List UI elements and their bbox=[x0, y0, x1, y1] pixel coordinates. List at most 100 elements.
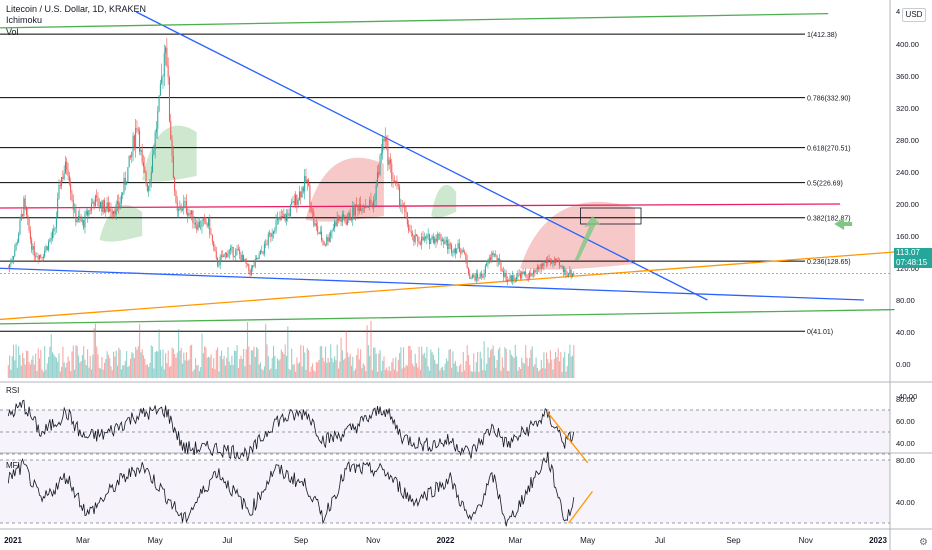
candle-body bbox=[109, 208, 111, 212]
volume-bar bbox=[267, 356, 269, 378]
volume-bar bbox=[510, 354, 512, 378]
volume-bar bbox=[193, 369, 195, 378]
candle-body bbox=[401, 204, 403, 207]
candle-body bbox=[376, 172, 378, 185]
candle-body bbox=[7, 268, 9, 269]
candle-body bbox=[165, 47, 167, 53]
candle-body bbox=[399, 186, 401, 206]
candle-body bbox=[457, 243, 459, 249]
volume-bar bbox=[201, 333, 203, 378]
fib-level-label: 0(41.01) bbox=[807, 329, 833, 336]
mfi-pane-label[interactable]: MFI bbox=[6, 461, 20, 470]
currency-button[interactable]: USD bbox=[902, 8, 926, 22]
candle-body bbox=[90, 203, 92, 211]
volume-bar bbox=[45, 369, 47, 378]
volume-bar bbox=[66, 362, 68, 378]
volume-bar bbox=[545, 352, 548, 378]
volume-bar bbox=[371, 370, 373, 378]
volume-bar bbox=[210, 354, 212, 378]
volume-bar bbox=[25, 350, 28, 378]
volume-bar bbox=[514, 344, 516, 378]
candle-body bbox=[274, 230, 276, 232]
trendline-orange bbox=[0, 251, 895, 321]
candle-body bbox=[19, 220, 21, 234]
rsi-pane-label[interactable]: RSI bbox=[6, 386, 20, 395]
volume-bar bbox=[475, 362, 477, 378]
volume-bar bbox=[428, 370, 431, 378]
candle-body bbox=[292, 201, 294, 202]
candle-body bbox=[482, 276, 484, 278]
candle-body bbox=[374, 199, 376, 201]
candle-body bbox=[118, 201, 120, 209]
volume-bar bbox=[419, 369, 421, 378]
candle-body bbox=[114, 211, 116, 215]
volume-bar bbox=[499, 347, 501, 378]
candle-body bbox=[159, 83, 161, 96]
candle-body bbox=[89, 210, 91, 211]
mfi-axis-label: 40.00 bbox=[896, 498, 915, 507]
candle-body bbox=[204, 218, 206, 220]
volume-bar bbox=[272, 345, 275, 378]
candle-body bbox=[518, 273, 520, 275]
volume-bar bbox=[553, 358, 555, 378]
candle-body bbox=[67, 170, 69, 176]
candle-body bbox=[155, 128, 157, 133]
candle-body bbox=[285, 214, 287, 221]
candle-body bbox=[408, 224, 410, 231]
candle-body bbox=[402, 205, 404, 207]
candle-body bbox=[315, 223, 317, 227]
volume-bar bbox=[324, 346, 327, 378]
volume-bar bbox=[436, 364, 438, 378]
candle-body bbox=[495, 253, 497, 256]
candle-body bbox=[20, 214, 22, 221]
volume-bar bbox=[10, 369, 12, 378]
volume-legend[interactable]: Vol bbox=[6, 27, 19, 37]
candle-body bbox=[266, 243, 268, 245]
volume-bar bbox=[246, 321, 249, 378]
volume-bar bbox=[94, 323, 96, 378]
volume-bar bbox=[464, 370, 466, 378]
candle-body bbox=[497, 258, 499, 262]
candle-body bbox=[106, 202, 108, 210]
candle-body bbox=[115, 203, 117, 215]
volume-bar bbox=[375, 353, 377, 378]
volume-bar bbox=[504, 347, 506, 378]
candle-body bbox=[258, 254, 260, 259]
volume-bar bbox=[439, 370, 441, 378]
volume-bar bbox=[443, 370, 445, 378]
trendline-green bbox=[0, 308, 895, 325]
candle-body bbox=[566, 275, 568, 277]
volume-bar bbox=[206, 357, 208, 378]
settings-gear-icon[interactable]: ⚙ bbox=[919, 537, 928, 548]
volume-bar bbox=[140, 352, 142, 378]
volume-bar bbox=[395, 357, 397, 378]
volume-bar bbox=[92, 354, 94, 378]
time-axis-label: Mar bbox=[76, 536, 90, 545]
ichimoku-cloud-red bbox=[520, 201, 636, 270]
candle-body bbox=[48, 241, 50, 250]
volume-bar bbox=[105, 359, 107, 378]
volume-bar bbox=[150, 345, 152, 378]
candle-body bbox=[523, 271, 525, 274]
volume-bar bbox=[353, 370, 355, 378]
candle-body bbox=[122, 192, 124, 195]
candle-body bbox=[431, 236, 433, 239]
candle-body bbox=[50, 238, 52, 241]
volume-bar bbox=[252, 350, 254, 378]
volume-bar bbox=[197, 365, 199, 378]
candle-body bbox=[70, 184, 72, 194]
candle-body bbox=[556, 259, 558, 260]
volume-bar bbox=[396, 371, 398, 378]
price-axis-label: 280.00 bbox=[896, 136, 919, 145]
ichimoku-legend[interactable]: Ichimoku bbox=[6, 15, 43, 25]
volume-bar bbox=[76, 346, 78, 378]
volume-bar bbox=[280, 349, 282, 378]
volume-bar bbox=[55, 357, 57, 378]
volume-bar bbox=[497, 349, 499, 378]
volume-bar bbox=[44, 345, 46, 378]
candle-body bbox=[44, 250, 46, 257]
candle-body bbox=[80, 218, 82, 222]
candle-body bbox=[336, 217, 338, 226]
candle-body bbox=[323, 241, 325, 246]
